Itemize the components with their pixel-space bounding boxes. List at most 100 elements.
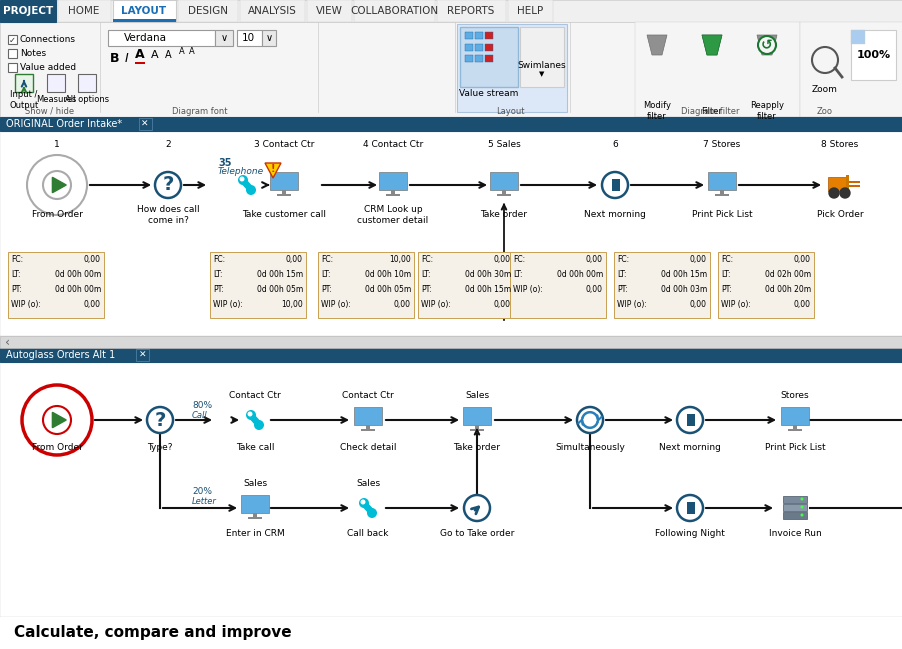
- Text: PT:: PT:: [616, 286, 627, 295]
- Polygon shape: [701, 35, 722, 55]
- Text: Swimlanes: Swimlanes: [517, 60, 566, 69]
- Bar: [474, 55, 483, 62]
- Text: Contact Ctr: Contact Ctr: [229, 391, 281, 400]
- Text: Calculate, compare and improve: Calculate, compare and improve: [14, 626, 291, 641]
- Circle shape: [245, 185, 255, 195]
- Text: Sales: Sales: [355, 480, 380, 489]
- Circle shape: [799, 498, 803, 500]
- Circle shape: [27, 155, 87, 215]
- Text: REPORTS: REPORTS: [446, 6, 494, 16]
- Text: Reapply
filter: Reapply filter: [750, 101, 783, 121]
- Text: Filter: Filter: [701, 106, 722, 116]
- Polygon shape: [52, 412, 66, 428]
- Bar: [474, 32, 483, 39]
- Text: 0d 00h 00m: 0d 00h 00m: [55, 286, 101, 295]
- Bar: [361, 429, 374, 431]
- Text: Value added: Value added: [20, 64, 76, 73]
- Text: Go to Take order: Go to Take order: [439, 530, 513, 539]
- Text: LT:: LT:: [512, 271, 522, 280]
- Text: 0,00: 0,00: [286, 256, 303, 265]
- Circle shape: [147, 407, 173, 433]
- Text: DESIGN: DESIGN: [188, 6, 227, 16]
- Text: A: A: [135, 49, 144, 62]
- Bar: [484, 32, 492, 39]
- Circle shape: [155, 172, 180, 198]
- Bar: [281, 190, 286, 194]
- Bar: [307, 0, 352, 22]
- Text: LT:: LT:: [11, 271, 21, 280]
- Text: FC:: FC:: [616, 256, 629, 265]
- Circle shape: [839, 188, 849, 198]
- Text: 8 Stores: 8 Stores: [821, 140, 858, 149]
- Bar: [47, 74, 65, 92]
- Text: Connections: Connections: [20, 36, 76, 45]
- Bar: [717, 252, 813, 318]
- Text: LT:: LT:: [420, 271, 430, 280]
- Bar: [714, 194, 728, 196]
- Bar: [277, 194, 290, 196]
- Text: WIP (o):: WIP (o):: [720, 300, 750, 310]
- Bar: [634, 22, 799, 117]
- Bar: [465, 32, 473, 39]
- Text: ✕: ✕: [139, 350, 147, 360]
- Circle shape: [757, 36, 775, 54]
- Text: Autoglass Orders Alt 1: Autoglass Orders Alt 1: [6, 350, 115, 360]
- Bar: [136, 349, 149, 361]
- Text: ?: ?: [162, 175, 173, 195]
- Text: A: A: [189, 47, 195, 56]
- Bar: [135, 62, 145, 64]
- Text: ?: ?: [154, 411, 165, 430]
- Polygon shape: [52, 177, 66, 193]
- Bar: [850, 30, 864, 44]
- Text: 0d 00h 30m: 0d 00h 30m: [465, 271, 511, 280]
- Text: Next morning: Next morning: [658, 443, 720, 452]
- Bar: [465, 55, 473, 62]
- Text: Sales: Sales: [243, 480, 267, 489]
- Text: ✓: ✓: [8, 36, 15, 45]
- Text: 5 Sales: 5 Sales: [487, 140, 520, 149]
- Text: ‹: ‹: [5, 336, 11, 349]
- Text: ✕: ✕: [141, 119, 149, 129]
- Text: 35: 35: [217, 158, 231, 168]
- Circle shape: [43, 406, 71, 434]
- Polygon shape: [239, 180, 254, 190]
- Text: 100%: 100%: [856, 50, 890, 60]
- Text: Input /
Output: Input / Output: [9, 90, 39, 110]
- Bar: [262, 30, 276, 46]
- Text: LT:: LT:: [213, 271, 222, 280]
- Polygon shape: [247, 415, 262, 425]
- Text: Print Pick List: Print Pick List: [764, 443, 824, 452]
- Bar: [241, 495, 269, 513]
- Polygon shape: [756, 35, 776, 55]
- Bar: [690, 414, 694, 426]
- Text: 0,00: 0,00: [493, 300, 511, 310]
- Text: VIEW: VIEW: [315, 6, 342, 16]
- Text: 0d 00h 05m: 0d 00h 05m: [364, 286, 410, 295]
- Text: 0,00: 0,00: [393, 300, 410, 310]
- Text: FC:: FC:: [512, 256, 525, 265]
- Polygon shape: [647, 35, 667, 55]
- Text: A: A: [151, 50, 159, 60]
- Text: 0,00: 0,00: [84, 300, 101, 310]
- Text: WIP (o):: WIP (o):: [213, 300, 243, 310]
- Bar: [782, 496, 806, 503]
- Text: Show / hide: Show / hide: [25, 106, 75, 116]
- Text: Next morning: Next morning: [584, 210, 645, 219]
- Bar: [612, 179, 615, 191]
- Text: 0,00: 0,00: [585, 256, 603, 265]
- Bar: [253, 513, 257, 517]
- Text: How does call
come in?: How does call come in?: [136, 205, 199, 225]
- Text: WIP (o):: WIP (o):: [512, 286, 542, 295]
- Text: Layout: Layout: [495, 106, 524, 116]
- Text: Diagram filter: Diagram filter: [680, 106, 739, 116]
- Circle shape: [366, 508, 376, 518]
- Bar: [690, 502, 694, 514]
- Bar: [78, 74, 96, 92]
- Text: 0d 00h 00m: 0d 00h 00m: [55, 271, 101, 280]
- Bar: [496, 194, 511, 196]
- Text: 2: 2: [165, 140, 170, 149]
- Bar: [437, 0, 505, 22]
- Circle shape: [239, 177, 244, 182]
- Text: 10: 10: [241, 33, 254, 43]
- Text: Stores: Stores: [780, 391, 808, 400]
